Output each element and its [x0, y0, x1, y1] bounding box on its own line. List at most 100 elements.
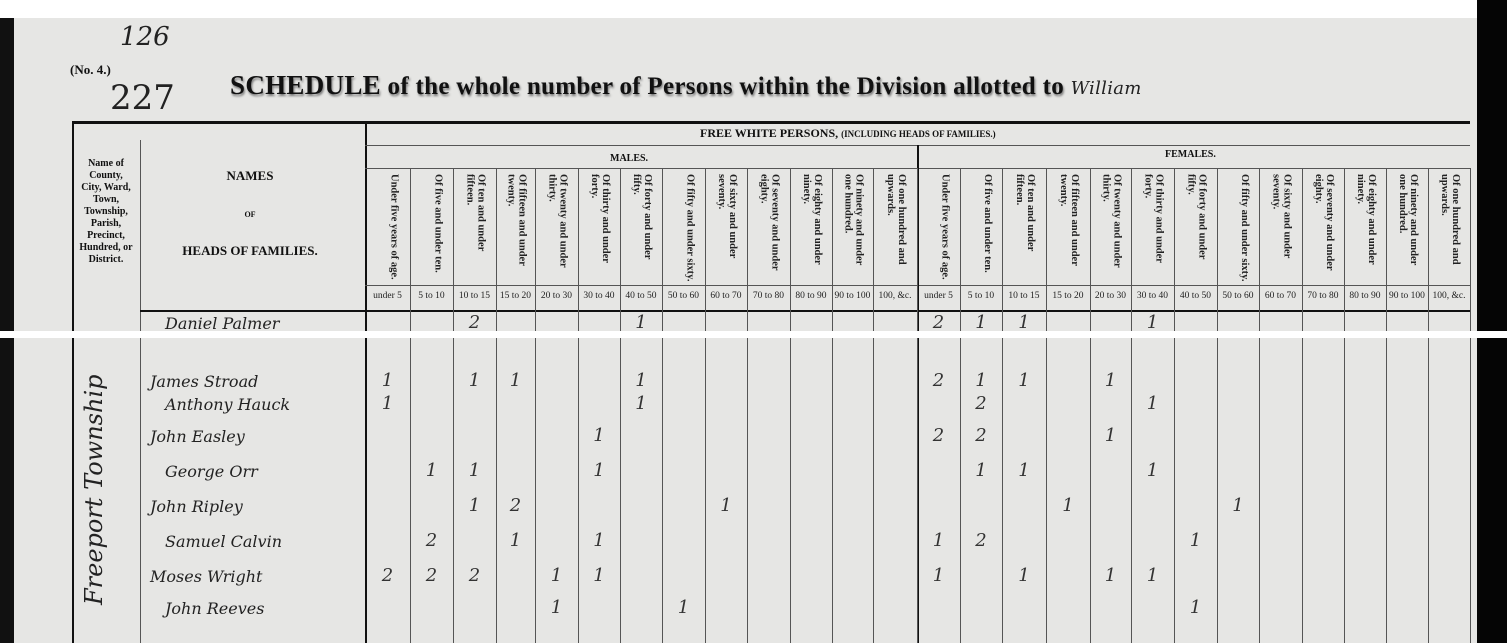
- age-range-female: 20 to 30: [1094, 291, 1127, 301]
- tally-male: 1: [593, 530, 605, 551]
- column-divider: [1217, 168, 1218, 643]
- age-range-male: 10 to 15: [458, 291, 491, 301]
- tally-male: 2: [425, 565, 438, 586]
- age-description-female: Of eighty and under ninety.: [1355, 174, 1377, 265]
- age-description-female: Of thirty and under forty.: [1142, 174, 1165, 263]
- township-label: Freeport Township: [80, 374, 108, 606]
- tally-male: 2: [468, 312, 481, 333]
- age-description-male: Of ten and under fifteen.: [464, 174, 487, 252]
- group-label: FREE WHITE PERSONS,: [700, 126, 839, 140]
- age-description-male: Of sixty and under seventy.: [716, 174, 738, 259]
- tally-male: 2: [509, 495, 522, 516]
- age-range-male: 5 to 10: [418, 291, 445, 301]
- tally-female: 1: [1104, 565, 1117, 586]
- age-description-female: Of ninety and under one hundred.: [1397, 174, 1419, 266]
- tally-male: 1: [468, 370, 481, 391]
- age-description-male: Of five and under ten.: [432, 174, 444, 273]
- age-description-male: Under five years of age.: [388, 174, 400, 280]
- column-divider: [747, 168, 748, 643]
- title-text: of the whole number of Persons within th…: [387, 73, 1064, 100]
- tally-male: 2: [381, 565, 394, 586]
- column-divider: [620, 168, 621, 643]
- page-number: 227: [110, 78, 175, 118]
- column-divider: [410, 168, 411, 643]
- column-divider: [1259, 168, 1260, 643]
- scan-margin: [0, 0, 1507, 18]
- tally-male: 2: [425, 530, 438, 551]
- head-of-family-name: James Stroad: [150, 372, 259, 391]
- males-header: MALES.: [610, 153, 649, 164]
- tally-male: 1: [381, 393, 394, 414]
- column-divider: [832, 168, 833, 643]
- age-description-female: Of seventy and under eighty.: [1313, 174, 1335, 271]
- tally-male: 1: [550, 565, 563, 586]
- title-handwritten: William: [1070, 78, 1142, 99]
- head-of-family-name: Moses Wright: [150, 567, 263, 586]
- column-divider: [790, 168, 791, 643]
- tally-female: 1: [1189, 530, 1202, 551]
- age-range-female: 30 to 40: [1136, 291, 1169, 301]
- tally-female: 1: [1146, 312, 1159, 333]
- column-divider: [140, 140, 141, 643]
- age-range-female: 70 to 80: [1307, 291, 1339, 301]
- free-white-persons-header: FREE WHITE PERSONS, (INCLUDING HEADS OF …: [700, 126, 996, 141]
- tally-male: 1: [635, 312, 647, 333]
- age-range-male: 100, &c.: [878, 291, 912, 301]
- tally-male: 1: [593, 425, 605, 446]
- head-of-family-name: George Orr: [165, 462, 258, 481]
- scan-edge: [0, 18, 14, 643]
- image-splice-gap: [0, 331, 1507, 338]
- tally-female: 2: [975, 393, 987, 414]
- age-range-male: 90 to 100: [834, 291, 871, 301]
- age-description-male: Of seventy and under eighty.: [758, 174, 781, 271]
- head-of-family-name: Samuel Calvin: [165, 532, 283, 551]
- age-description-male: Of fifty and under sixty.: [684, 174, 696, 282]
- column-divider: [705, 168, 706, 643]
- tally-female: 1: [1146, 565, 1159, 586]
- head-of-family-name: John Reeves: [165, 599, 265, 618]
- group-note: (INCLUDING HEADS OF FAMILIES.): [841, 129, 996, 139]
- age-description-female: Of fifteen and under twenty.: [1058, 174, 1080, 266]
- tally-female: 1: [1018, 370, 1030, 391]
- table-top-border: [72, 121, 1470, 124]
- age-description-female: Of one hundred and upwards.: [1439, 174, 1461, 265]
- tally-female: 1: [1062, 495, 1074, 516]
- age-description-female: Of fifty and under sixty.: [1239, 174, 1250, 282]
- age-range-female: 60 to 70: [1264, 291, 1297, 301]
- column-divider: [496, 168, 497, 643]
- tally-male: 1: [677, 597, 690, 618]
- age-range-male: 80 to 90: [795, 291, 827, 301]
- column-divider: [662, 168, 663, 643]
- column-divider: [535, 168, 536, 643]
- title-lead: SCHEDULE: [230, 70, 381, 100]
- tally-male: 1: [381, 370, 394, 391]
- column-divider: [1131, 168, 1132, 643]
- age-range-female: 10 to 15: [1008, 291, 1040, 301]
- age-description-female: Of forty and under fifty.: [1185, 174, 1208, 260]
- tally-female: 1: [1018, 312, 1030, 333]
- table-left-border: [72, 121, 74, 643]
- column-divider: [365, 121, 367, 643]
- age-range-male: 20 to 30: [540, 291, 573, 301]
- age-description-male: Of forty and under fifty.: [631, 174, 653, 260]
- schedule-number: (No. 4.): [70, 62, 111, 77]
- age-range-male: 50 to 60: [667, 291, 700, 301]
- sex-divider: [917, 145, 919, 643]
- column-divider: [1046, 168, 1047, 643]
- column-divider: [917, 168, 918, 643]
- tally-female: 1: [975, 312, 987, 333]
- header-bottom-border: [140, 310, 1470, 312]
- tally-female: 1: [1146, 393, 1159, 414]
- age-description-male: Of thirty and under forty.: [589, 174, 611, 263]
- tally-female: 2: [975, 530, 987, 551]
- age-range-male: 15 to 20: [499, 291, 532, 301]
- tally-male: 1: [425, 460, 438, 481]
- females-header: FEMALES.: [1165, 149, 1216, 160]
- column-divider: [1302, 168, 1303, 643]
- column-divider: [1002, 168, 1003, 643]
- column-divider: [960, 168, 961, 643]
- tally-female: 1: [1104, 370, 1117, 391]
- column-divider: [1386, 168, 1387, 643]
- age-range-male: under 5: [373, 291, 402, 301]
